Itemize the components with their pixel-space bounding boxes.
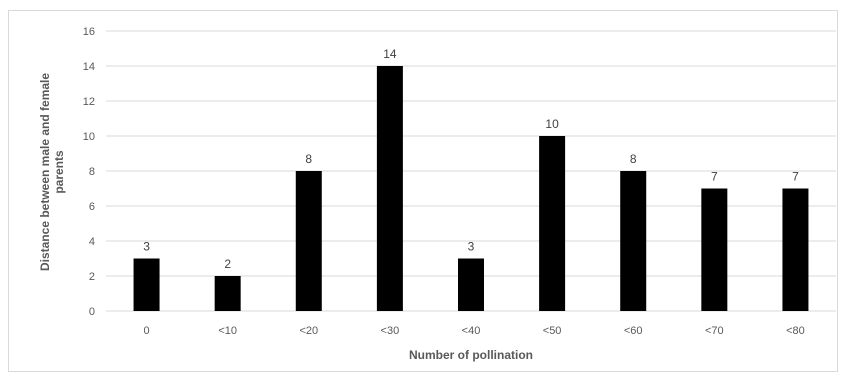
y-tick-label: 6: [89, 201, 95, 213]
bars: [133, 66, 809, 311]
bar: [782, 188, 809, 311]
y-tick-label: 4: [89, 236, 95, 248]
data-label: 7: [792, 170, 799, 184]
data-label: 8: [630, 152, 637, 166]
y-axis-title: Distance between male and femaleparents: [38, 73, 66, 271]
x-tick-label: <60: [624, 325, 643, 337]
x-axis-tick-labels: 0 <10 <20 <30 <40 <50 <60 <70 <80: [143, 325, 804, 337]
y-axis-tick-labels: 0 2 4 6 8 10 12 14 16: [83, 26, 95, 318]
x-tick-label: <80: [786, 325, 805, 337]
x-tick-label: <50: [543, 325, 562, 337]
y-tick-label: 12: [83, 96, 95, 108]
bar: [376, 66, 403, 311]
data-label: 10: [545, 117, 559, 131]
bar: [295, 171, 322, 311]
data-label: 14: [383, 47, 397, 61]
bar: [214, 276, 241, 311]
data-label: 3: [143, 240, 150, 254]
y-tick-label: 8: [89, 166, 95, 178]
data-label: 8: [305, 152, 312, 166]
y-tick-label: 14: [83, 61, 95, 73]
x-tick-label: <20: [299, 325, 318, 337]
x-tick-label: <40: [462, 325, 481, 337]
data-label: 2: [224, 257, 231, 271]
bar: [701, 188, 728, 311]
y-tick-label: 16: [83, 26, 95, 38]
chart-frame: [8, 10, 838, 372]
x-tick-label: <30: [381, 325, 400, 337]
y-tick-label: 2: [89, 271, 95, 283]
y-axis-title-line: Distance between male and female: [38, 73, 52, 271]
y-axis-title-line: parents: [52, 150, 66, 194]
bar: [133, 258, 160, 311]
x-tick-label: <10: [218, 325, 237, 337]
x-tick-label: 0: [143, 325, 149, 337]
bar: [539, 136, 566, 311]
data-label: 7: [711, 170, 718, 184]
data-labels: 3 2 8 14 3 10 8 7 7: [143, 47, 799, 271]
bar: [458, 258, 484, 311]
y-tick-label: 0: [89, 306, 95, 318]
data-label: 3: [468, 240, 475, 254]
y-tick-label: 10: [83, 131, 95, 143]
x-axis-title: Number of pollination: [409, 348, 533, 362]
bar: [620, 171, 647, 311]
x-tick-label: <70: [705, 325, 724, 337]
